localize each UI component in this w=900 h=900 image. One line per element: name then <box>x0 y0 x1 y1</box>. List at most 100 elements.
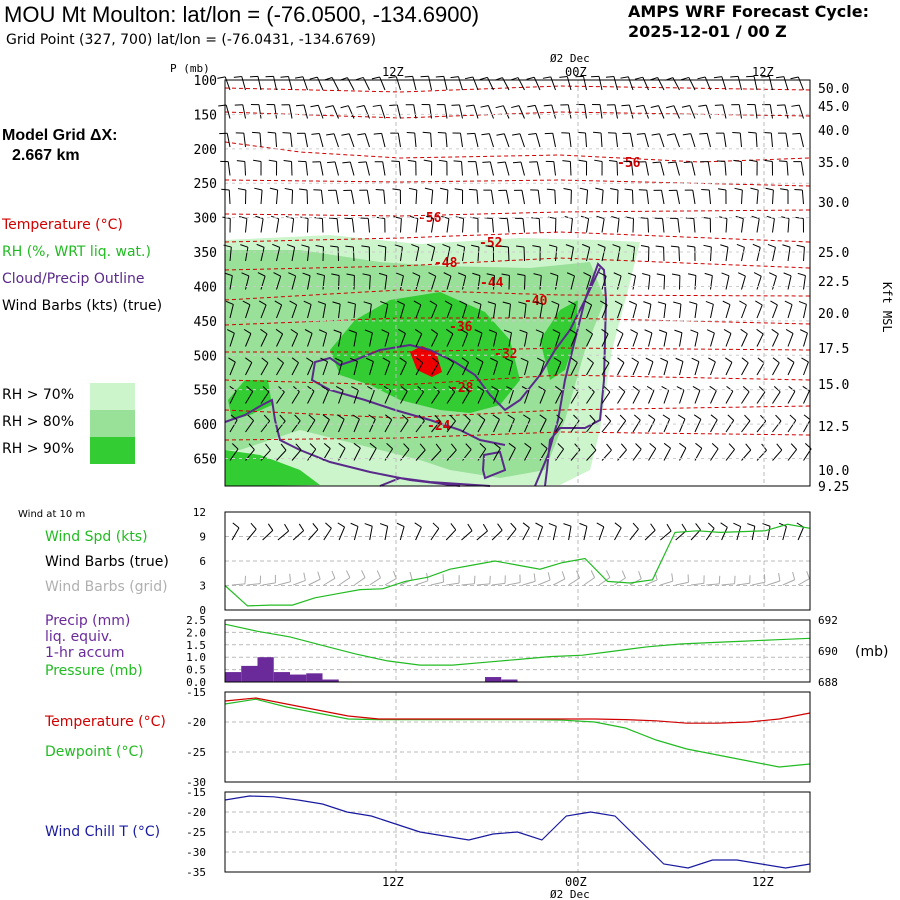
xs-wind-barb-feather <box>630 329 638 334</box>
xs-wind-barb <box>352 246 355 262</box>
wind-barb-true-feather <box>312 523 319 530</box>
wind-barb-true <box>522 527 530 541</box>
xs-wind-barb <box>353 447 361 461</box>
xs-wind-barb <box>415 391 425 404</box>
xs-wind-barb <box>462 304 468 319</box>
precip-panel-frame <box>224 619 811 683</box>
wind-barb-grid-feather <box>671 573 674 582</box>
xs-wind-barb <box>245 420 254 433</box>
xs-wind-barb-feather <box>368 414 376 420</box>
xs-wind-barb <box>446 362 455 376</box>
xs-wind-barb <box>333 133 339 148</box>
xs-wind-barb <box>797 76 804 91</box>
xs-wind-barb-feather <box>550 272 559 277</box>
xs-wind-barb <box>800 161 804 176</box>
xs-wind-barb <box>753 76 758 91</box>
xs-wind-barb-feather <box>604 414 612 422</box>
wind-panel-frame <box>224 511 811 611</box>
xs-wind-barb <box>288 104 293 119</box>
height-ticks: 50.0 45.0 40.0 35.0 30.0 25.0 22.5 20.0 17.5 15.0… <box>818 82 849 495</box>
wind-barb-grid <box>553 578 566 586</box>
xs-wind-barb-feather <box>326 133 335 136</box>
wind-barb-grid <box>752 581 766 586</box>
xs-wind-barb-feather <box>398 329 406 334</box>
xs-wind-barb <box>350 190 355 205</box>
xs-wind-barb <box>539 332 544 347</box>
xs-wind-barb <box>260 420 271 433</box>
legend-cloud-outline: Cloud/Precip Outline <box>2 271 145 287</box>
xs-wind-barb <box>413 104 417 119</box>
xs-wind-barb-feather <box>241 272 250 277</box>
xs-wind-barb-feather <box>753 272 762 277</box>
xs-wind-barb-feather <box>517 273 526 277</box>
xs-wind-barb <box>539 419 547 433</box>
xs-wind-barb <box>570 218 573 233</box>
xs-wind-barb-feather <box>434 414 441 422</box>
height-tick-label: 15.0 <box>818 378 849 393</box>
xs-wind-barb <box>318 133 324 148</box>
wind-tick-label: 3 <box>199 580 206 593</box>
xs-wind-barb-feather <box>620 76 629 79</box>
xs-wind-barb-feather <box>706 329 715 334</box>
xs-wind-barb <box>506 218 510 233</box>
top-tick-12z-a: 12Z <box>382 65 404 79</box>
xs-wind-barb <box>273 76 277 91</box>
xs-wind-barb <box>741 189 743 205</box>
xs-wind-barb-feather <box>741 357 749 364</box>
xs-wind-barb <box>287 76 293 91</box>
xs-wind-barb <box>524 332 528 347</box>
xs-wind-barb-feather <box>330 245 339 248</box>
xs-wind-barb-feather <box>475 357 484 363</box>
xs-wind-barb-feather <box>667 161 676 164</box>
precip-bar <box>306 673 323 682</box>
xs-wind-barb <box>658 105 665 119</box>
wind-barb-grid <box>660 580 673 586</box>
xs-wind-barb-feather <box>274 300 282 306</box>
wind-barb-grid-feather <box>331 570 336 579</box>
xs-wind-barb-feather <box>403 443 410 450</box>
xs-wind-barb-feather <box>226 329 235 334</box>
xs-wind-barb-feather <box>571 385 579 392</box>
temp-label-56a: -56 <box>617 156 641 171</box>
xs-wind-barb <box>400 391 408 404</box>
xs-wind-barb-feather <box>349 357 358 362</box>
xs-wind-barb-feather <box>430 328 438 335</box>
height-tick-label: 50.0 <box>818 82 849 97</box>
xs-wind-barb <box>741 275 746 290</box>
precip-bar <box>322 679 339 682</box>
xs-wind-barb <box>663 275 666 290</box>
xs-wind-barb <box>493 390 499 404</box>
xs-wind-barb <box>335 190 339 205</box>
xs-wind-barb <box>598 76 603 91</box>
xs-wind-barb-feather <box>566 272 575 277</box>
xs-wind-barb <box>659 133 665 148</box>
xs-wind-barb-feather <box>353 442 361 449</box>
xs-wind-barb <box>446 304 453 319</box>
xs-wind-barb-feather <box>733 159 742 162</box>
xs-wind-barb <box>772 247 776 262</box>
wind-barb-true-feather <box>762 523 771 527</box>
xs-wind-barb-feather <box>790 76 799 80</box>
xs-wind-barb-feather <box>536 357 545 363</box>
xs-wind-barb <box>322 275 325 290</box>
wind-barb-true <box>751 526 756 541</box>
xs-wind-barb <box>353 390 359 404</box>
wind-barb-true <box>231 527 240 541</box>
xs-wind-barb-feather <box>690 329 699 334</box>
xs-wind-barb-feather <box>721 272 730 277</box>
wind-barb-true <box>308 529 319 541</box>
xs-wind-barb <box>632 390 640 404</box>
xs-wind-barb <box>431 333 439 347</box>
xs-wind-barb <box>276 449 287 461</box>
xs-wind-barb <box>412 76 417 91</box>
xs-wind-barb-feather <box>744 414 751 422</box>
wind-barb-grid <box>262 582 276 586</box>
xs-wind-barb <box>617 275 622 290</box>
xs-wind-barb-feather <box>357 133 366 136</box>
xs-wind-barb <box>348 133 355 148</box>
xs-wind-barb-feather <box>225 300 234 305</box>
legend-precip-l1: Precip (mm) <box>45 613 131 629</box>
height-tick-label: 10.0 <box>818 464 849 479</box>
xs-wind-barb <box>430 132 432 148</box>
xs-wind-barb-feather <box>310 104 319 108</box>
